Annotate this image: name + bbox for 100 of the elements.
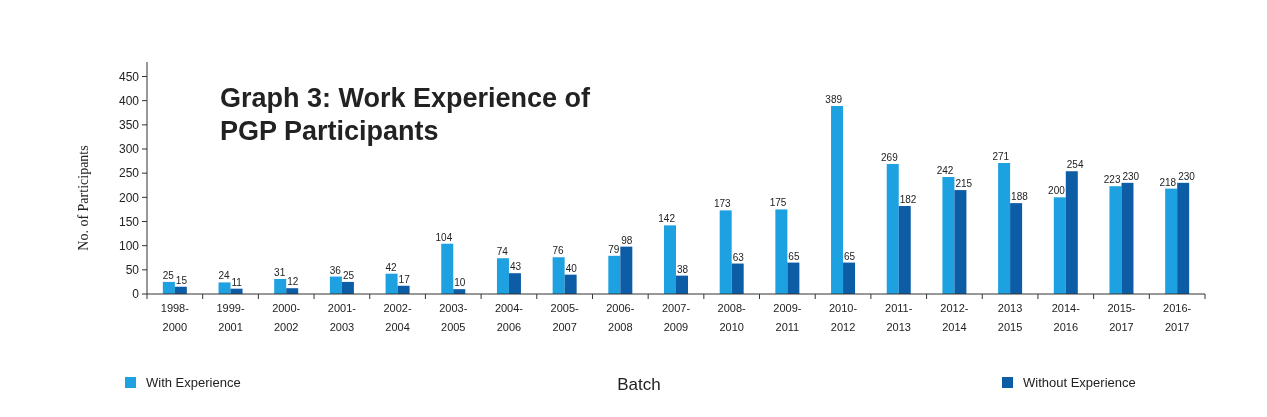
data-label: 65 (844, 250, 856, 262)
bar (162, 281, 175, 294)
y-tick-label: 400 (118, 93, 140, 108)
bar (664, 225, 676, 294)
data-label: 17 (398, 273, 411, 285)
bar (843, 262, 856, 294)
text: Graph 3: Work Experience of PGP Participants (220, 83, 592, 146)
data-label: 200 (1048, 185, 1066, 197)
x-tick-label: 2015- 2017 (1107, 302, 1136, 333)
bar (886, 163, 899, 294)
x-tick-label: 2005- 2007 (550, 302, 580, 333)
bar (676, 275, 688, 294)
bar (564, 274, 577, 294)
data-label: 24 (218, 270, 230, 282)
x-tick-label: 2002- 2004 (383, 302, 412, 333)
data-label: 15 (175, 274, 188, 286)
x-tick-label: 2010- 2012 (828, 302, 858, 333)
y-tick-label: 250 (118, 166, 140, 181)
x-axis-title: Batch (617, 375, 661, 394)
x-tick-label: 2007- 2009 (661, 302, 691, 333)
bar (787, 262, 800, 294)
bar (441, 243, 454, 294)
data-label: 43 (509, 261, 522, 273)
x-tick-label: 2000- 2002 (272, 302, 301, 333)
bar (942, 177, 955, 294)
data-label: 74 (496, 246, 509, 258)
data-label: 230 (1178, 170, 1196, 182)
x-tick-label: 2016- 2017 (1163, 302, 1192, 333)
bar (508, 273, 521, 294)
bar (1165, 188, 1178, 294)
bar (608, 255, 621, 294)
legend-label: With Experience (146, 375, 241, 390)
data-label: 25 (162, 269, 175, 281)
x-tick-label: 2001- 2003 (327, 302, 357, 333)
data-label: 182 (899, 194, 917, 206)
data-label: 38 (677, 263, 689, 275)
bar (1121, 182, 1134, 294)
bar (218, 282, 231, 294)
x-tick-label: 2011- 2013 (885, 302, 913, 333)
y-tick-label: 50 (125, 263, 140, 278)
x-tick-label: 2014- 2016 (1051, 302, 1081, 333)
bar (1177, 182, 1190, 294)
data-label: 10 (454, 277, 466, 289)
y-tick-label: 0 (132, 287, 140, 302)
data-label: 12 (287, 276, 299, 288)
y-tick-label: 100 (118, 238, 140, 253)
x-tick-label: 2004- 2006 (494, 302, 524, 333)
bar (385, 273, 398, 294)
data-label: 242 (936, 165, 954, 177)
data-label: 65 (788, 250, 800, 262)
y-tick-label: 150 (118, 214, 140, 229)
bar (719, 210, 732, 294)
data-label: 230 (1122, 170, 1140, 182)
bar (775, 209, 788, 294)
bar (831, 105, 844, 294)
y-axis-title: No. of Participants (76, 145, 91, 251)
data-label: 40 (565, 262, 578, 274)
bar (1010, 203, 1023, 294)
bar (998, 163, 1011, 294)
data-label: 223 (1103, 174, 1121, 186)
data-label: 31 (274, 267, 286, 279)
x-tick-label: 1999- 2001 (216, 302, 245, 333)
y-tick-label: 450 (118, 69, 140, 84)
bar (620, 246, 633, 294)
y-tick-label: 200 (118, 190, 140, 205)
data-label: 218 (1159, 176, 1177, 188)
data-label: 25 (342, 269, 355, 281)
data-label: 11 (231, 276, 243, 288)
bar (552, 257, 565, 294)
bar (274, 279, 287, 294)
data-label: 104 (435, 231, 453, 243)
bar (496, 258, 509, 294)
y-tick-label: 300 (118, 142, 140, 157)
legend-label: Without Experience (1023, 375, 1136, 390)
data-label: 188 (1011, 191, 1029, 203)
x-tick-label: 2013 2015 (997, 302, 1023, 333)
data-label: 269 (881, 151, 899, 163)
x-tick-label: 2009- 2011 (773, 302, 802, 333)
data-label: 271 (992, 151, 1010, 163)
x-tick-label: 2003- 2005 (439, 302, 468, 333)
data-label: 254 (1066, 159, 1084, 171)
bar (1109, 186, 1122, 294)
data-label: 42 (385, 261, 398, 273)
x-tick-label: 2008- 2010 (717, 302, 747, 333)
data-label: 98 (621, 234, 633, 246)
data-label: 142 (658, 213, 676, 225)
y-tick-label: 350 (118, 118, 140, 133)
data-label: 215 (955, 178, 973, 190)
bar (954, 190, 967, 294)
bar (329, 276, 342, 294)
bar (898, 206, 911, 294)
data-label: 79 (608, 243, 620, 255)
data-label: 63 (732, 251, 745, 263)
data-label: 173 (714, 198, 732, 210)
data-label: 76 (552, 245, 565, 257)
bar (1053, 197, 1066, 294)
x-tick-label: 2012- 2014 (940, 302, 969, 333)
bar (731, 263, 744, 294)
x-tick-label: 2006- 2008 (606, 302, 635, 333)
bar (1065, 171, 1078, 294)
